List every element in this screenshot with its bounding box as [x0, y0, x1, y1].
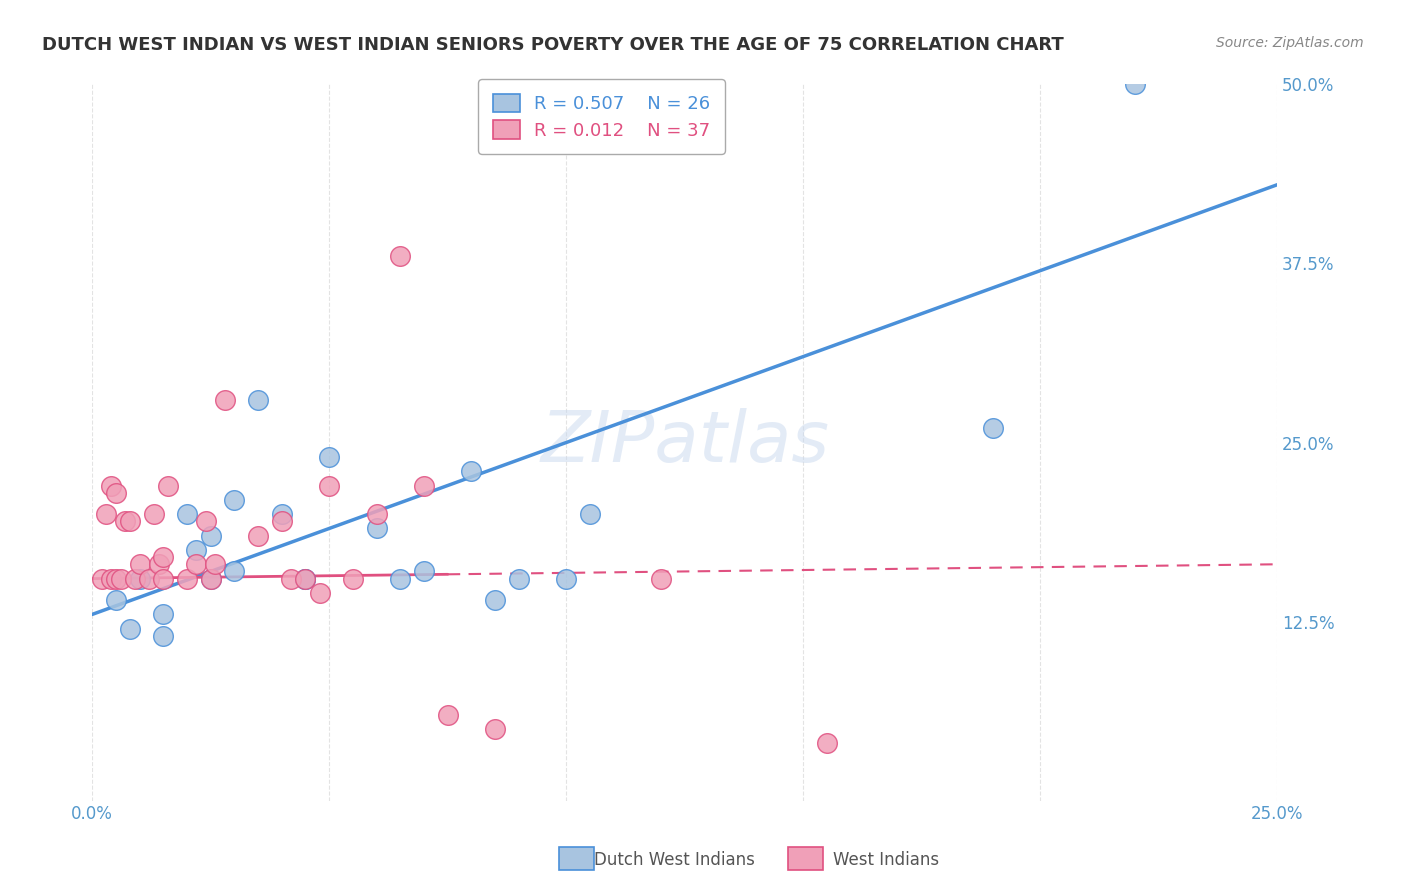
Point	[176, 572, 198, 586]
Point	[318, 478, 340, 492]
Text: ZIPatlas: ZIPatlas	[540, 408, 830, 477]
Point	[90, 572, 112, 586]
Point	[981, 421, 1004, 435]
Point	[280, 572, 302, 586]
Point	[142, 507, 165, 521]
Point	[460, 464, 482, 478]
Point	[157, 478, 180, 492]
Point	[100, 572, 122, 586]
Point	[128, 558, 150, 572]
Point	[484, 593, 506, 607]
Point	[194, 514, 217, 528]
Point	[128, 572, 150, 586]
Point	[294, 572, 316, 586]
Text: Source: ZipAtlas.com: Source: ZipAtlas.com	[1216, 36, 1364, 50]
Point	[508, 572, 530, 586]
Point	[214, 392, 236, 407]
Point	[152, 572, 174, 586]
Point	[413, 478, 436, 492]
Point	[104, 572, 127, 586]
Point	[148, 558, 170, 572]
Point	[152, 629, 174, 643]
Point	[200, 528, 222, 542]
Point	[186, 558, 208, 572]
Point	[413, 565, 436, 579]
Point	[104, 485, 127, 500]
Point	[96, 507, 118, 521]
Point	[124, 572, 146, 586]
Point	[104, 593, 127, 607]
Point	[100, 478, 122, 492]
Point	[389, 249, 412, 263]
Text: DUTCH WEST INDIAN VS WEST INDIAN SENIORS POVERTY OVER THE AGE OF 75 CORRELATION : DUTCH WEST INDIAN VS WEST INDIAN SENIORS…	[42, 36, 1064, 54]
Point	[138, 572, 160, 586]
Point	[1123, 78, 1146, 92]
Point	[204, 558, 226, 572]
Point	[186, 543, 208, 558]
Point	[318, 450, 340, 464]
Point	[366, 521, 388, 535]
Point	[815, 736, 838, 750]
Point	[436, 707, 458, 722]
Point	[579, 507, 602, 521]
Legend: R = 0.507    N = 26, R = 0.012    N = 37: R = 0.507 N = 26, R = 0.012 N = 37	[478, 79, 725, 154]
Point	[152, 607, 174, 622]
Point	[247, 392, 270, 407]
Point	[200, 572, 222, 586]
Point	[200, 572, 222, 586]
Point	[120, 622, 142, 636]
Point	[342, 572, 364, 586]
Text: Dutch West Indians: Dutch West Indians	[595, 851, 755, 869]
Point	[114, 514, 136, 528]
Point	[294, 572, 316, 586]
Point	[308, 586, 330, 600]
Point	[247, 528, 270, 542]
Point	[224, 565, 246, 579]
Text: West Indians: West Indians	[832, 851, 939, 869]
Point	[650, 572, 672, 586]
Point	[120, 514, 142, 528]
Point	[366, 507, 388, 521]
Point	[555, 572, 578, 586]
Point	[152, 550, 174, 565]
Point	[176, 507, 198, 521]
Point	[110, 572, 132, 586]
Point	[294, 572, 316, 586]
Point	[224, 492, 246, 507]
Point	[389, 572, 412, 586]
Point	[484, 722, 506, 736]
Point	[270, 514, 292, 528]
Point	[270, 507, 292, 521]
